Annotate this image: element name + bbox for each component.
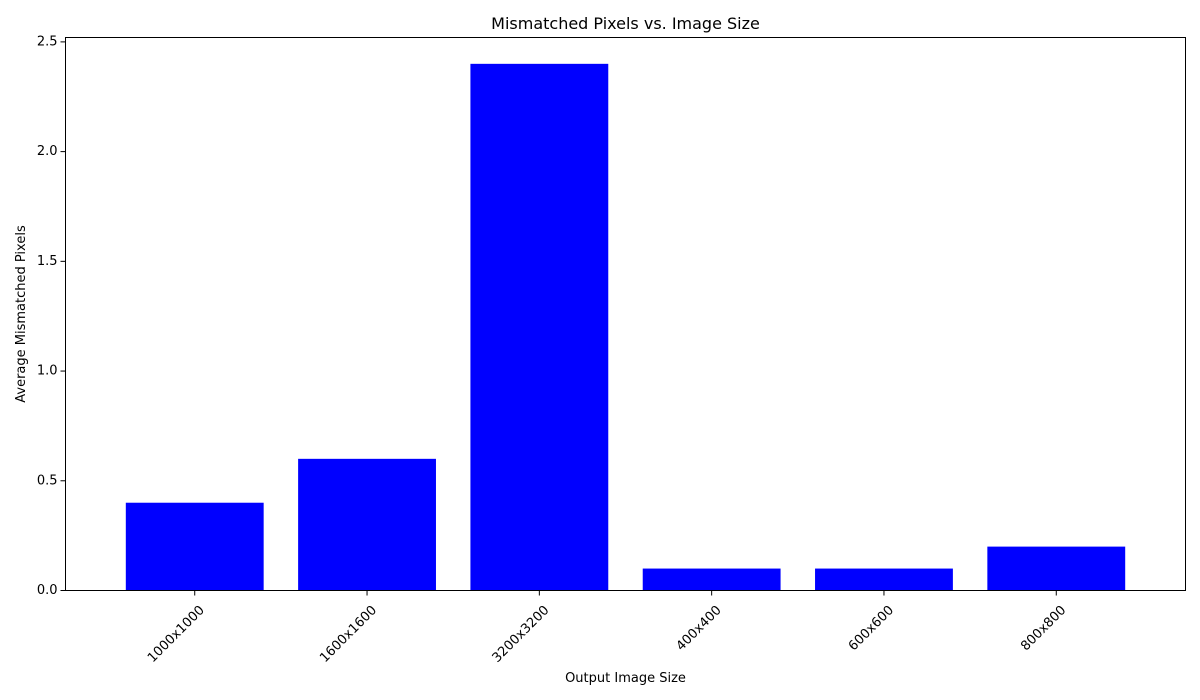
x-tick-label: 600x600: [846, 603, 897, 654]
y-tick-label: 1.0: [37, 364, 58, 379]
y-axis: 0.0 0.5 1.0 1.5 2.0 2.5: [37, 34, 66, 598]
y-tick-label: 0.0: [37, 583, 58, 598]
y-tick-label: 2.0: [37, 144, 58, 159]
bar-600x600: [815, 568, 953, 591]
x-tick-label: 1000x1000: [145, 603, 208, 666]
bar-3200x3200: [470, 63, 609, 591]
y-tick-label: 2.5: [37, 34, 58, 49]
y-axis-label: Average Mismatched Pixels: [14, 225, 29, 403]
bar-1600x1600: [298, 458, 436, 591]
x-tick-label: 400x400: [674, 603, 725, 654]
bar-1000x1000: [125, 502, 264, 591]
axes-frame: [65, 37, 1186, 591]
bar-400x400: [642, 568, 781, 591]
x-tick-label: 1600x1600: [317, 603, 380, 666]
bar-800x800: [987, 546, 1126, 591]
x-axis: 1000x1000 1600x1600 3200x3200 400x400 600x60…: [145, 590, 1069, 666]
x-tick-label: 3200x3200: [490, 603, 553, 666]
chart-title: Mismatched Pixels vs. Image Size: [491, 14, 760, 33]
y-tick-label: 0.5: [37, 473, 58, 488]
plot-area: 0.0 0.5 1.0 1.5 2.0 2.5 1000x1000 1600x1600 320…: [37, 34, 1186, 666]
x-tick-label: 800x800: [1018, 603, 1069, 654]
y-tick-label: 1.5: [37, 254, 58, 269]
x-axis-label: Output Image Size: [565, 671, 686, 686]
bars-group: [125, 63, 1126, 591]
